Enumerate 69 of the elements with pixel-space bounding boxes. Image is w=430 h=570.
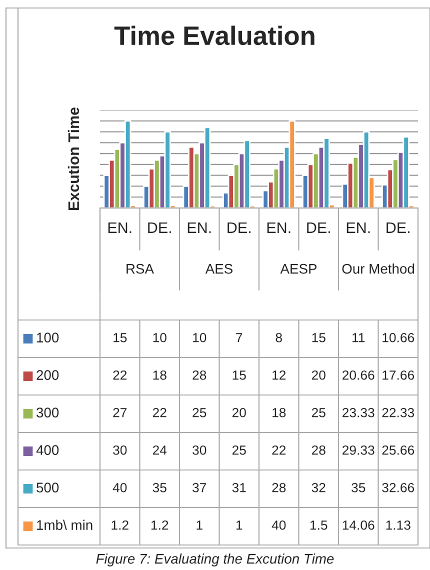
data-label: 22 <box>113 370 127 380</box>
data-label: 1.2 <box>112 520 128 530</box>
text: Our Method <box>342 264 414 274</box>
data-label: 28 <box>312 445 326 455</box>
legend-label: 400 <box>36 445 59 455</box>
data-label: 31 <box>232 482 246 492</box>
data-label: 37 <box>192 482 206 492</box>
data-label: 40 <box>272 520 286 530</box>
data-label: 12 <box>272 370 286 380</box>
caption: Figure 7: Evaluating the Excution Time <box>96 554 334 566</box>
data-label: 25.66 <box>382 445 414 455</box>
x-tick-label: DE. <box>307 222 330 233</box>
x-tick-label: DE. <box>228 222 250 233</box>
data-label: 1 <box>236 520 242 530</box>
data-label: 28 <box>272 482 286 492</box>
legend-label: 200 <box>36 370 59 380</box>
data-label: 35 <box>152 482 166 492</box>
data-label: 23.33 <box>342 408 374 418</box>
data-label: 18 <box>272 408 286 418</box>
data-label: 20 <box>312 370 326 380</box>
x-tick-label: DE. <box>386 222 410 233</box>
data-label: 11 <box>352 333 365 342</box>
data-label: 18 <box>153 370 166 380</box>
data-label: 8 <box>276 332 282 342</box>
legend-label: 100 <box>37 332 59 342</box>
data-label: 25 <box>232 445 246 455</box>
x-tick-label: DE. <box>148 222 171 233</box>
legend-label: 300 <box>36 408 59 418</box>
data-label: 10 <box>193 332 206 342</box>
data-label: 30 <box>113 445 127 455</box>
data-label: 27 <box>113 408 127 418</box>
data-label: 15 <box>114 333 127 342</box>
data-label: 29.33 <box>342 445 374 455</box>
x-tick-label: EN. <box>108 222 132 233</box>
x-tick-label: EN. <box>346 222 370 233</box>
data-label: 7 <box>236 333 242 342</box>
x-tick-label: EN. <box>188 222 211 233</box>
data-label: 10 <box>153 332 166 342</box>
data-label: 15 <box>312 333 326 342</box>
data-label: 40 <box>112 482 127 492</box>
y-axis-title: Excution Time <box>68 107 80 210</box>
data-label: 1.13 <box>386 520 410 530</box>
data-label: 32 <box>312 482 326 492</box>
data-label: 1 <box>196 520 202 530</box>
data-label: 25 <box>312 408 326 418</box>
data-label: 25 <box>192 408 206 418</box>
data-label: 35 <box>352 482 366 492</box>
data-label: 17.66 <box>382 370 414 380</box>
legend-label: 1mb\ min <box>37 520 92 530</box>
legend-label: 500 <box>36 482 59 492</box>
data-label: 1.5 <box>310 520 328 530</box>
data-label: 22 <box>272 445 286 455</box>
data-label: 14.06 <box>342 520 374 530</box>
data-label: 28 <box>192 370 206 380</box>
text: AES <box>205 264 233 274</box>
data-label: 22.33 <box>382 408 414 418</box>
data-label: 20.66 <box>342 370 374 380</box>
data-label: 20 <box>232 408 246 418</box>
text: AESP <box>280 264 317 274</box>
data-label: 24 <box>152 445 167 455</box>
data-label: 15 <box>232 370 246 380</box>
data-label: 32.66 <box>382 482 414 492</box>
x-tick-label: EN. <box>267 222 290 233</box>
chart-title: Time Evaluation <box>114 26 314 46</box>
data-label: 22 <box>152 408 166 418</box>
text: RSA <box>126 264 154 274</box>
data-label: 30 <box>192 445 206 455</box>
data-label: 10.66 <box>382 332 414 342</box>
data-label: 1.2 <box>151 520 168 530</box>
